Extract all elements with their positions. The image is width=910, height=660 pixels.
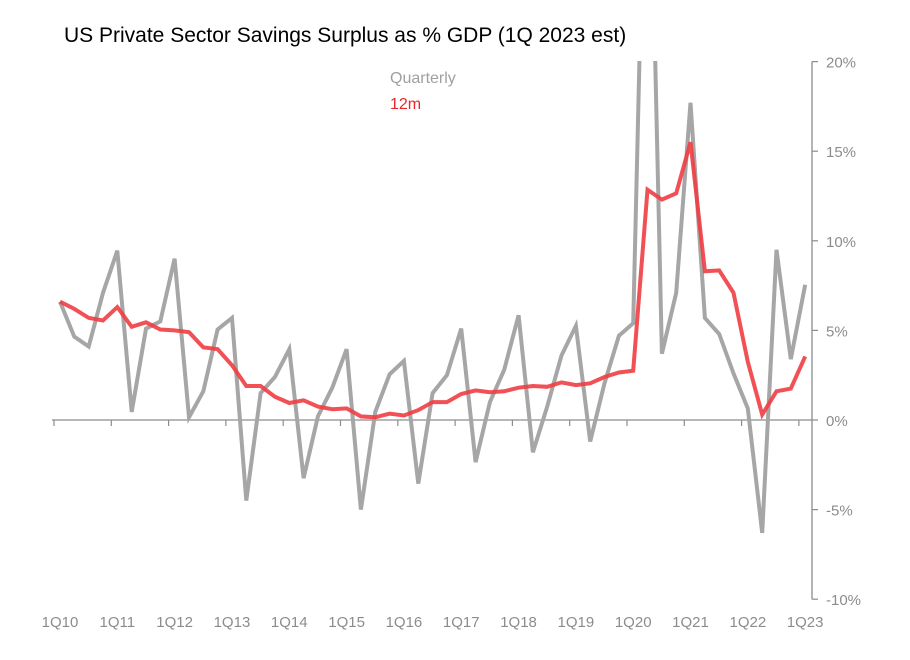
x-tick-label: 1Q21	[672, 614, 709, 631]
y-tick-label: -5%	[826, 503, 853, 520]
x-tick-label: 1Q17	[443, 614, 480, 631]
chart-title: US Private Sector Savings Surplus as % G…	[64, 24, 627, 47]
legend-12m: 12m	[390, 96, 422, 113]
legend-quarterly: Quarterly	[390, 70, 456, 87]
x-tick-label: 1Q13	[214, 614, 251, 631]
y-tick-label: -10%	[826, 592, 861, 609]
x-tick-label: 1Q11	[100, 614, 136, 631]
y-tick-label: 10%	[826, 234, 856, 251]
y-tick-label: 5%	[826, 323, 848, 340]
y-tick-label: 15%	[826, 144, 856, 161]
y-tick-label: 20%	[826, 55, 856, 72]
series-line-quarterly	[58, 61, 808, 534]
x-tick-label: 1Q18	[500, 614, 537, 631]
x-tick-label: 1Q15	[328, 614, 365, 631]
x-tick-label: 1Q20	[615, 614, 652, 631]
x-tick-label: 1Q12	[156, 614, 193, 631]
x-tick-label: 1Q16	[386, 614, 423, 631]
x-tick-label: 1Q14	[271, 614, 308, 631]
x-tick-label: 1Q22	[729, 614, 766, 631]
x-tick-label: 1Q23	[787, 614, 824, 631]
x-tick-label: 1Q10	[42, 614, 79, 631]
y-tick-label: 0%	[826, 413, 848, 430]
x-tick-label: 1Q19	[558, 614, 595, 631]
series-line-12m	[59, 141, 808, 420]
